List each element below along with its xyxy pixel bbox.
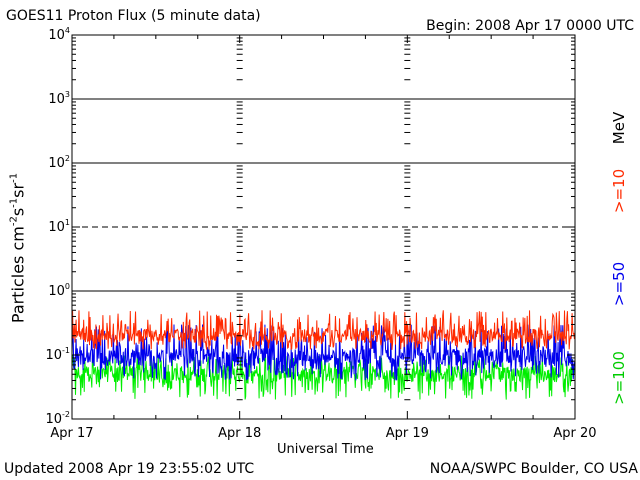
x-tick-label: Apr 20	[553, 426, 597, 441]
legend-ge100: >=100	[610, 351, 628, 405]
tick-layer	[71, 34, 576, 420]
series-layer	[71, 310, 576, 400]
x-tick-label: Apr 19	[385, 426, 429, 441]
credit-line: NOAA/SWPC Boulder, CO USA	[429, 461, 638, 477]
x-tick-label: Apr 18	[218, 426, 262, 441]
updated-timestamp: Updated 2008 Apr 19 23:55:02 UTC	[4, 461, 255, 477]
y-tick-label: 101	[48, 218, 70, 235]
energy-unit-label: MeV	[610, 111, 628, 145]
series-line-0	[71, 310, 576, 350]
grid-layer	[72, 98, 575, 292]
legend-ge10: >=10	[610, 168, 628, 214]
y-tick-label: 103	[48, 90, 70, 107]
y-tick-label: 104	[48, 26, 70, 43]
y-tick-label: 10-2	[45, 410, 70, 427]
x-tick-label: Apr 17	[50, 426, 94, 441]
y-axis-label: Particles cm-2s-1sr-1	[8, 172, 28, 324]
series-line-1	[71, 324, 576, 381]
chart-title: GOES11 Proton Flux (5 minute data)	[6, 8, 261, 24]
legend-ge50: >=50	[610, 261, 628, 307]
begin-time: Begin: 2008 Apr 17 0000 UTC	[426, 18, 634, 34]
x-axis-label: Universal Time	[277, 442, 374, 457]
y-tick-label: 100	[48, 282, 70, 299]
y-tick-label: 102	[48, 154, 70, 171]
y-tick-label: 10-1	[45, 346, 70, 363]
